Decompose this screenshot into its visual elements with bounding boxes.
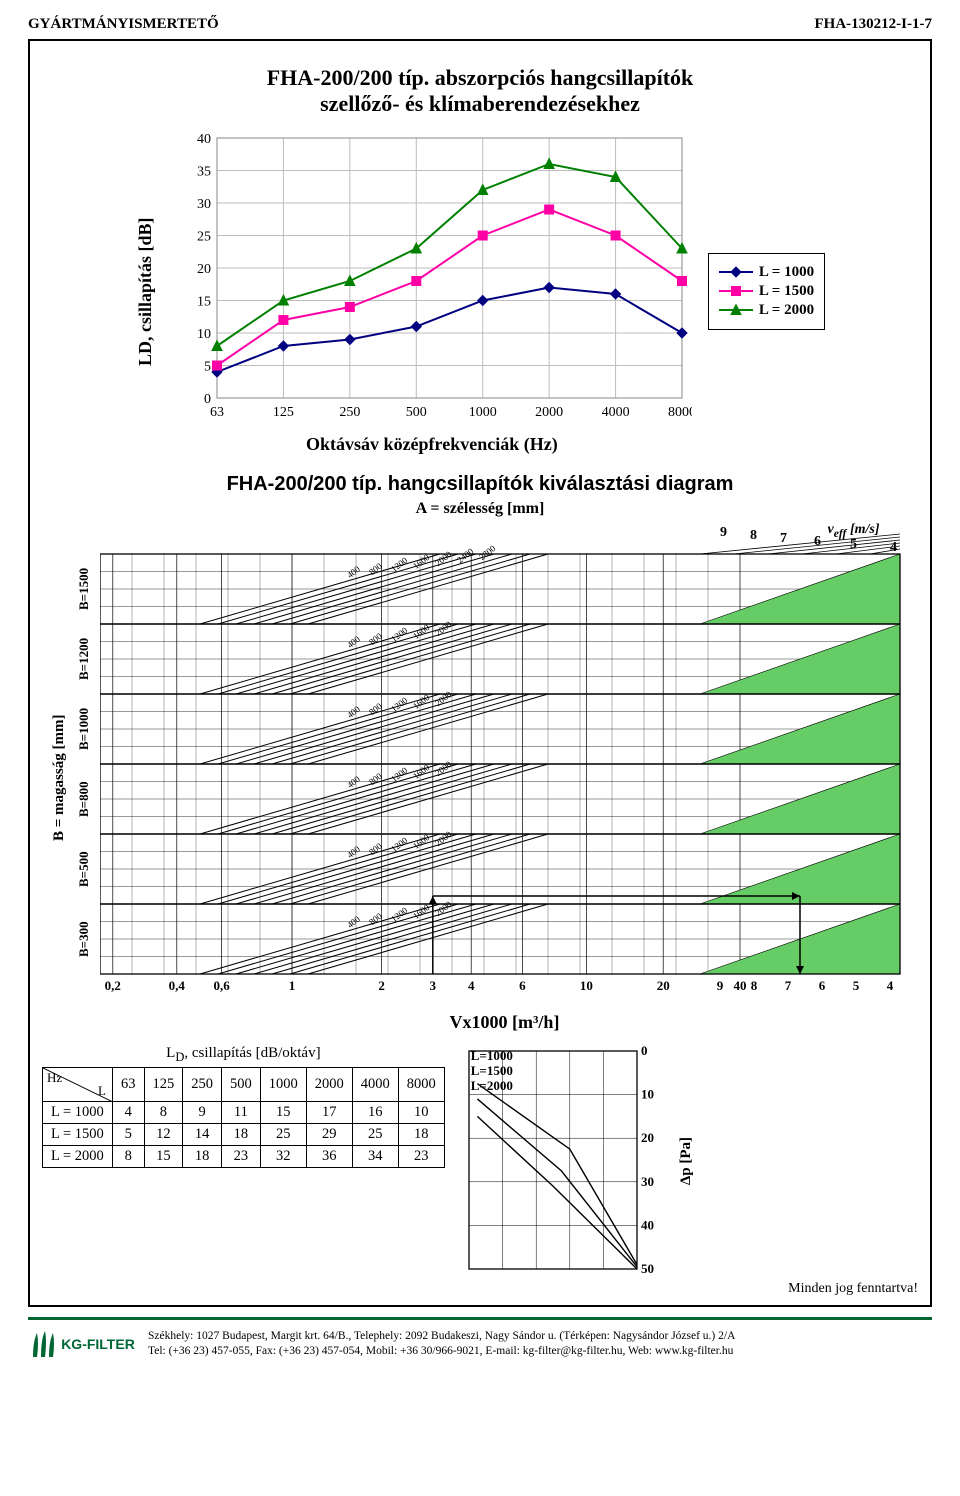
header-right: FHA-130212-I-1-7 xyxy=(815,16,932,33)
svg-text:7: 7 xyxy=(780,531,787,546)
table-block: LD, LD, csillapítás [dB/oktáv]csillapítá… xyxy=(42,1045,445,1168)
svg-text:8: 8 xyxy=(750,978,757,993)
svg-text:6: 6 xyxy=(519,978,526,993)
diagram-ylabel: B = magasság [mm] xyxy=(51,522,68,1033)
dp-ylabel: Δp [Pa] xyxy=(678,1137,695,1185)
b-tick: B=1200 xyxy=(76,624,92,694)
svg-text:20: 20 xyxy=(656,978,669,993)
chart1-wrap: LD, csillapítás [dB] 0510152025303540631… xyxy=(42,128,918,455)
svg-text:9: 9 xyxy=(720,525,727,540)
b-tick: B=800 xyxy=(76,764,92,834)
svg-text:250: 250 xyxy=(339,405,360,420)
svg-text:20: 20 xyxy=(197,262,211,277)
svg-text:2000: 2000 xyxy=(433,549,454,568)
chart1-plot-col: 0510152025303540631252505001000200040008… xyxy=(172,128,692,455)
svg-text:125: 125 xyxy=(273,405,294,420)
bottom-row: LD, LD, csillapítás [dB/oktáv]csillapítá… xyxy=(42,1045,918,1275)
svg-text:25: 25 xyxy=(197,229,211,244)
svg-text:10: 10 xyxy=(197,327,211,342)
vx-label: Vx1000 [m³/h] xyxy=(450,1012,560,1033)
b-tick: B=500 xyxy=(76,834,92,904)
svg-text:2000: 2000 xyxy=(433,899,454,918)
svg-text:2000: 2000 xyxy=(433,619,454,638)
svg-text:6: 6 xyxy=(814,534,821,549)
svg-text:2: 2 xyxy=(378,978,385,993)
svg-text:0,4: 0,4 xyxy=(168,978,185,993)
svg-text:2000: 2000 xyxy=(433,689,454,708)
svg-text:3: 3 xyxy=(429,978,436,993)
svg-text:50: 50 xyxy=(641,1261,654,1275)
svg-text:30: 30 xyxy=(197,197,211,212)
chart1-xlabel: Oktávsáv középfrekvenciák (Hz) xyxy=(306,434,558,455)
svg-text:40: 40 xyxy=(197,132,211,147)
svg-text:4: 4 xyxy=(467,978,474,993)
rights-note: Minden jog fenntartva! xyxy=(42,1281,918,1297)
footer-text: Székhely: 1027 Budapest, Margit krt. 64/… xyxy=(148,1329,735,1358)
svg-text:0: 0 xyxy=(641,1045,648,1058)
svg-text:10: 10 xyxy=(641,1086,654,1101)
svg-text:63: 63 xyxy=(210,405,224,420)
chart1-plot: 0510152025303540631252505001000200040008… xyxy=(172,128,692,428)
svg-text:35: 35 xyxy=(197,164,211,179)
chart1-title: FHA-200/200 típ. abszorpciós hangcsillap… xyxy=(42,65,918,118)
diagram-col: 9876544008001200160020002400280040080012… xyxy=(100,522,910,1033)
svg-text:0,2: 0,2 xyxy=(104,978,120,993)
svg-text:8: 8 xyxy=(750,528,757,543)
svg-text:1000: 1000 xyxy=(469,405,497,420)
diagram-subtitle: A = szélesség [mm] xyxy=(42,500,918,518)
content-frame: FHA-200/200 típ. abszorpciós hangcsillap… xyxy=(28,39,932,1307)
page-header: GYÁRTMÁNYISMERTETŐ FHA-130212-I-1-7 xyxy=(28,16,932,33)
svg-text:2000: 2000 xyxy=(433,759,454,778)
chart1-legend: L = 1000 L = 1500 L = 2000 xyxy=(708,253,825,330)
page-footer: KG-FILTER Székhely: 1027 Budapest, Margi… xyxy=(28,1317,932,1362)
dp-plot-wrap: 01020304050 L=1000L=1500L=2000 Δp [Pa] xyxy=(463,1045,669,1275)
b-ticks: B=1500B=1200B=1000B=800B=500B=300 xyxy=(76,554,92,974)
page: GYÁRTMÁNYISMERTETŐ FHA-130212-I-1-7 FHA-… xyxy=(0,0,960,1370)
table-title: LD, LD, csillapítás [dB/oktáv]csillapítá… xyxy=(42,1045,445,1065)
svg-text:9: 9 xyxy=(716,978,723,993)
svg-text:30: 30 xyxy=(641,1174,654,1189)
svg-text:7: 7 xyxy=(784,978,791,993)
diagram-title: FHA-200/200 típ. hangcsillapítók kiválas… xyxy=(42,473,918,496)
svg-text:1: 1 xyxy=(288,978,295,993)
svg-text:2000: 2000 xyxy=(433,829,454,848)
header-left: GYÁRTMÁNYISMERTETŐ xyxy=(28,16,219,33)
legend-item: L = 1000 xyxy=(719,264,814,281)
svg-text:2000: 2000 xyxy=(535,405,563,420)
svg-text:15: 15 xyxy=(197,294,211,309)
svg-text:40: 40 xyxy=(733,978,746,993)
svg-text:0,6: 0,6 xyxy=(213,978,230,993)
selection-diagram: 9876544008001200160020002400280040080012… xyxy=(100,522,910,1008)
svg-text:6: 6 xyxy=(818,978,825,993)
attenuation-table: HzL631252505001000200040008000L = 100048… xyxy=(42,1067,445,1168)
svg-text:10: 10 xyxy=(579,978,592,993)
dp-l-legend: L=1000L=1500L=2000 xyxy=(471,1049,513,1094)
svg-text:20: 20 xyxy=(641,1130,654,1145)
svg-text:5: 5 xyxy=(852,978,859,993)
b-tick: B=1500 xyxy=(76,554,92,624)
diagram-cell: 9876544008001200160020002400280040080012… xyxy=(100,522,910,1008)
svg-text:8000: 8000 xyxy=(668,405,692,420)
svg-text:4: 4 xyxy=(886,978,893,993)
b-tick: B=300 xyxy=(76,904,92,974)
legend-item: L = 2000 xyxy=(719,302,814,319)
diagram-outer: B = magasság [mm] B=1500B=1200B=1000B=80… xyxy=(42,522,918,1033)
chart1-ylabel: LD, csillapítás [dB] xyxy=(135,128,156,455)
company-logo: KG-FILTER xyxy=(28,1326,138,1362)
svg-text:40: 40 xyxy=(641,1217,654,1232)
b-tick: B=1000 xyxy=(76,694,92,764)
veff-label: veff [m/s] xyxy=(827,522,879,540)
svg-text:4000: 4000 xyxy=(601,405,629,420)
svg-text:500: 500 xyxy=(406,405,427,420)
svg-text:5: 5 xyxy=(204,359,211,374)
legend-item: L = 1500 xyxy=(719,283,814,300)
